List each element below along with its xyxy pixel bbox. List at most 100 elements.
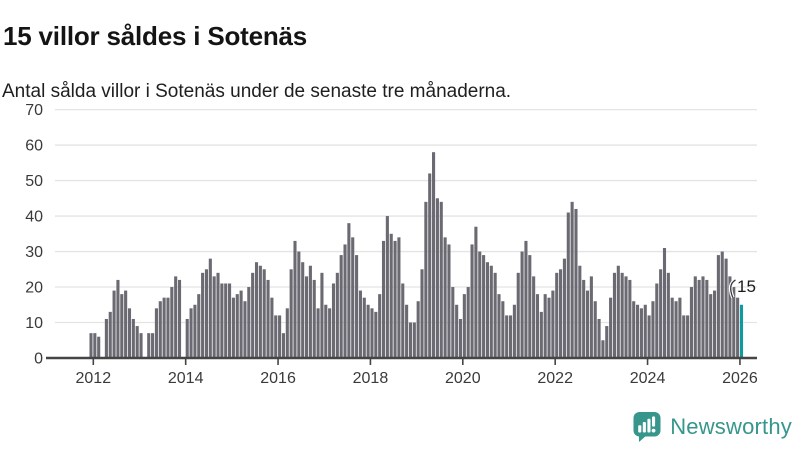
- highlight-bar: [739, 304, 744, 358]
- bar: [135, 326, 139, 358]
- bar: [609, 297, 613, 358]
- bar: [385, 216, 389, 358]
- bar: [304, 276, 309, 358]
- bar: [605, 326, 609, 358]
- bar: [428, 173, 432, 358]
- bar: [728, 276, 732, 358]
- bar: [559, 269, 563, 358]
- bar: [408, 322, 413, 358]
- bar: [193, 304, 197, 358]
- bar: [131, 318, 135, 358]
- bar: [281, 333, 285, 358]
- bar: [539, 311, 543, 358]
- bar: [670, 297, 674, 358]
- bar: [362, 297, 366, 358]
- newsworthy-logo-icon: [632, 411, 662, 443]
- bar: [574, 208, 578, 358]
- bar: [543, 294, 547, 358]
- y-axis-tick-label: 20: [25, 280, 43, 297]
- bar: [378, 294, 382, 358]
- bar: [697, 279, 701, 358]
- bar: [124, 290, 128, 358]
- bar: [335, 272, 339, 358]
- bar: [674, 301, 678, 358]
- bar: [231, 297, 235, 358]
- bar: [582, 279, 586, 358]
- bar: [570, 201, 574, 358]
- bar: [147, 333, 151, 358]
- bar: [224, 283, 228, 358]
- y-axis-tick-label: 70: [25, 102, 43, 119]
- bar: [401, 283, 405, 358]
- bar: [720, 251, 724, 358]
- bar: [489, 265, 493, 358]
- bar: [89, 333, 93, 358]
- chart-subtitle: Antal sålda villor i Sotenäs under de se…: [2, 81, 512, 102]
- bar: [520, 251, 524, 358]
- bar: [612, 272, 617, 358]
- newsworthy-logo: Newsworthy: [632, 411, 792, 443]
- bar: [397, 237, 401, 358]
- bar: [551, 290, 555, 358]
- bar: [266, 279, 270, 358]
- bar: [166, 297, 170, 358]
- bar: [108, 311, 112, 358]
- bar: [462, 294, 466, 358]
- bar: [374, 311, 378, 358]
- bar: [308, 265, 312, 358]
- bar: [208, 258, 212, 358]
- bar: [528, 255, 532, 358]
- bar: [297, 251, 301, 358]
- bar: [228, 283, 232, 358]
- x-axis-tick-label: 2020: [445, 370, 481, 387]
- bar: [262, 269, 266, 358]
- bar: [624, 276, 628, 358]
- x-axis-tick-label: 2012: [76, 370, 112, 387]
- bar: [339, 255, 343, 358]
- bar: [435, 198, 439, 358]
- bar: [104, 318, 108, 358]
- bar: [201, 272, 205, 358]
- bar: [493, 272, 497, 358]
- bar: [512, 304, 516, 358]
- bar: [651, 301, 655, 358]
- bar: [112, 290, 116, 358]
- bar: [597, 318, 601, 358]
- bar: [355, 255, 359, 358]
- bar: [420, 269, 424, 358]
- newsworthy-logo-text: Newsworthy: [670, 414, 792, 439]
- bar: [185, 318, 189, 358]
- bar: [412, 322, 416, 358]
- bar: [616, 265, 620, 358]
- bar: [451, 287, 455, 358]
- bar: [516, 272, 520, 358]
- bar: [712, 290, 717, 358]
- x-axis-tick-label: 2014: [168, 370, 204, 387]
- bar: [632, 301, 636, 358]
- bar: [154, 308, 158, 358]
- bar: [474, 226, 478, 358]
- bar: [736, 297, 740, 358]
- bar: [655, 283, 659, 358]
- bar: [370, 308, 374, 358]
- bar: [662, 247, 667, 358]
- annotation-leader-line: [730, 279, 736, 298]
- y-axis-tick-label: 0: [34, 351, 43, 368]
- bar: [716, 255, 720, 358]
- x-axis-tick-label: 2016: [260, 370, 296, 387]
- bar: [505, 315, 509, 358]
- bar: [235, 294, 239, 358]
- bar: [585, 290, 590, 358]
- bar: [424, 201, 428, 358]
- y-axis-tick-label: 50: [25, 173, 43, 190]
- bar: [724, 258, 728, 358]
- bar: [177, 279, 182, 358]
- bar: [312, 279, 316, 358]
- bar: [666, 272, 670, 358]
- bar: [139, 333, 143, 358]
- bar: [466, 287, 470, 358]
- bar: [555, 272, 559, 358]
- bar: [127, 308, 132, 358]
- bar: [589, 276, 593, 358]
